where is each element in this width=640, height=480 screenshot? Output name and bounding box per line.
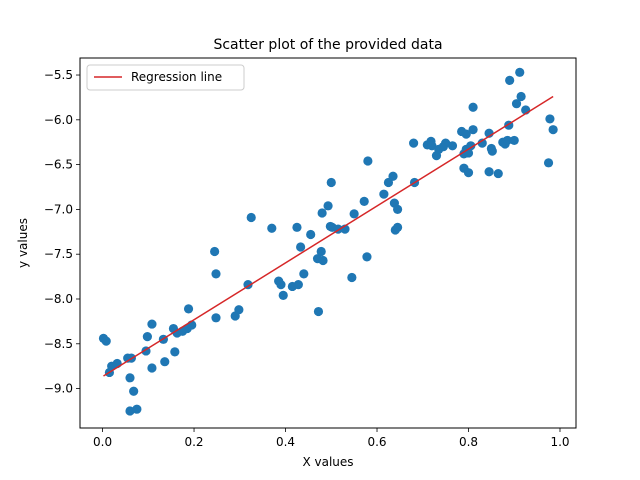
x-axis: 0.0 0.2 0.4 0.6 0.8 1.0: [93, 428, 570, 449]
data-point: [142, 332, 152, 342]
y-axis-title: y values: [16, 218, 30, 268]
data-point: [487, 146, 497, 156]
data-point: [147, 319, 157, 329]
data-point: [125, 373, 135, 383]
data-point: [211, 313, 221, 323]
data-point: [359, 196, 369, 206]
x-tick-label: 0.4: [276, 435, 295, 449]
data-point: [318, 255, 328, 266]
data-point: [347, 272, 357, 283]
x-tick-label: 0.0: [93, 435, 112, 449]
chart-title: Scatter plot of the provided data: [213, 37, 442, 53]
data-point: [296, 242, 306, 252]
data-point: [326, 177, 336, 188]
data-point: [466, 141, 476, 151]
data-point: [101, 336, 111, 346]
data-point: [447, 141, 458, 151]
data-point: [362, 252, 372, 262]
data-point: [276, 280, 286, 290]
data-point: [515, 67, 525, 77]
axes-frame: [79, 57, 577, 429]
data-point: [463, 168, 474, 178]
data-point: [545, 114, 555, 124]
data-point: [393, 204, 403, 214]
data-point: [211, 269, 221, 279]
legend-box: [86, 64, 245, 91]
data-point: [409, 138, 419, 148]
data-point: [147, 363, 157, 373]
data-point: [461, 129, 471, 139]
data-point: [170, 347, 180, 357]
data-point: [234, 305, 244, 315]
data-point: [548, 125, 558, 135]
data-point: [299, 269, 309, 279]
y-tick-label: −7.5: [44, 247, 73, 261]
data-point: [502, 135, 512, 146]
data-point: [132, 404, 142, 414]
data-point: [129, 386, 139, 396]
data-point: [468, 102, 478, 112]
data-point: [267, 223, 277, 233]
data-point: [468, 125, 478, 135]
x-axis-title: X values: [302, 455, 353, 469]
data-point: [493, 168, 503, 179]
data-point: [393, 222, 403, 232]
y-tick-label: −9.0: [44, 382, 73, 396]
data-point: [292, 222, 302, 232]
x-tick-label: 0.8: [459, 435, 478, 449]
data-point: [316, 246, 326, 257]
data-point: [388, 171, 398, 181]
data-point: [293, 280, 303, 290]
plot-area: [98, 67, 558, 416]
data-point: [379, 189, 389, 199]
legend: Regression line: [86, 64, 245, 91]
y-tick-label: −8.5: [44, 337, 73, 351]
data-point: [427, 141, 437, 151]
y-tick-label: −6.0: [44, 113, 73, 127]
data-point: [509, 135, 519, 146]
data-point: [278, 290, 288, 301]
legend-label: Regression line: [131, 70, 222, 84]
data-point: [306, 229, 316, 240]
data-point: [246, 212, 256, 223]
y-axis: −5.5 −6.0 −6.5 −7.0 −7.5 −8.0 −8.5 −9.0: [44, 68, 80, 396]
data-point: [363, 156, 373, 166]
data-point: [511, 99, 522, 109]
x-tick-label: 0.6: [367, 435, 386, 449]
data-point: [317, 208, 327, 218]
data-point: [323, 201, 333, 211]
y-tick-label: −5.5: [44, 68, 73, 82]
y-tick-label: −6.5: [44, 158, 73, 172]
data-point: [516, 91, 526, 102]
data-point: [183, 304, 194, 314]
data-point: [505, 75, 515, 85]
data-point: [349, 209, 359, 219]
y-tick-label: −8.0: [44, 292, 73, 306]
data-point: [210, 246, 220, 257]
x-tick-label: 0.2: [184, 435, 203, 449]
y-tick-label: −7.0: [44, 202, 73, 216]
data-point: [160, 357, 170, 367]
regression-line: [103, 95, 554, 377]
data-point: [477, 138, 487, 148]
data-point: [543, 158, 554, 168]
data-point: [484, 167, 494, 177]
x-tick-label: 1.0: [550, 435, 569, 449]
data-point: [313, 306, 324, 317]
